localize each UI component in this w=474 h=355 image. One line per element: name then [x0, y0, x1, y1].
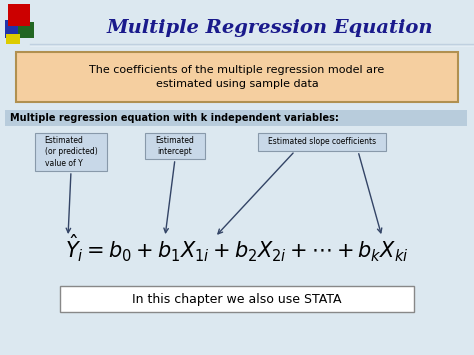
Text: Estimated
intercept: Estimated intercept [155, 136, 194, 156]
Text: The coefficients of the multiple regression model are
estimated using sample dat: The coefficients of the multiple regress… [90, 65, 384, 89]
Bar [5, 20, 23, 38]
FancyBboxPatch shape [145, 133, 205, 159]
Text: Multiple Regression Equation: Multiple Regression Equation [107, 19, 433, 37]
Bar [6, 34, 20, 44]
Bar [18, 22, 34, 38]
FancyBboxPatch shape [5, 110, 467, 126]
Bar [8, 4, 30, 26]
FancyBboxPatch shape [16, 52, 458, 102]
FancyBboxPatch shape [35, 133, 107, 171]
FancyBboxPatch shape [60, 286, 414, 312]
Text: Multiple regression equation with k independent variables:: Multiple regression equation with k inde… [10, 113, 339, 123]
Text: $\hat{Y}_i = b_0 + b_1 X_{1i} + b_2 X_{2i} + \cdots + b_k X_{ki}$: $\hat{Y}_i = b_0 + b_1 X_{1i} + b_2 X_{2… [65, 233, 409, 264]
FancyBboxPatch shape [258, 133, 386, 151]
Text: Estimated slope coefficients: Estimated slope coefficients [268, 137, 376, 147]
Text: Estimated
(or predicted)
value of Y: Estimated (or predicted) value of Y [45, 136, 97, 168]
Text: In this chapter we also use STATA: In this chapter we also use STATA [132, 293, 342, 306]
